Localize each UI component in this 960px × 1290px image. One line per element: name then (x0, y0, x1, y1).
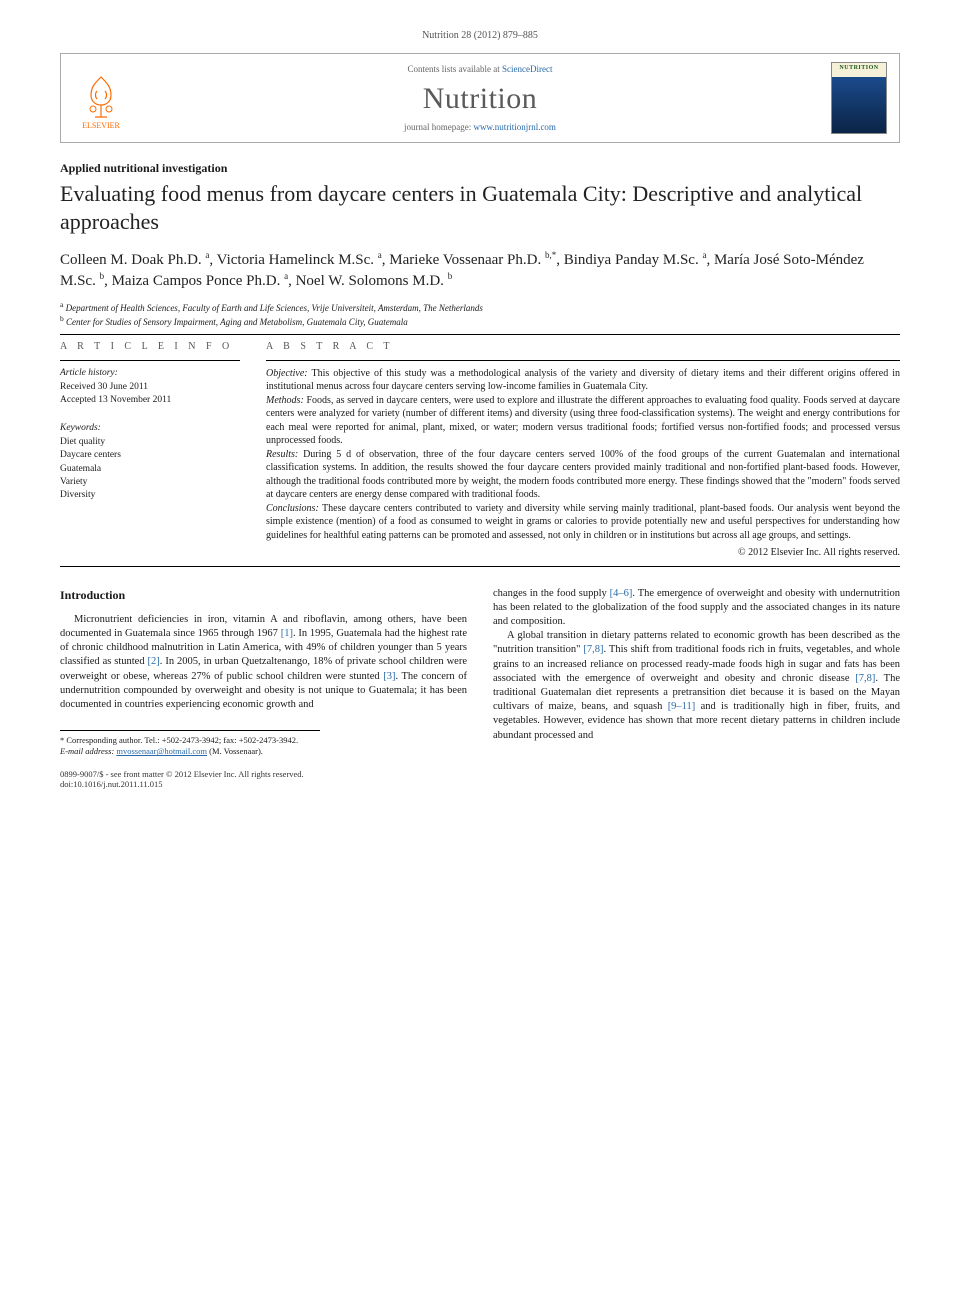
corr-email-link[interactable]: mvossenaar@hotmail.com (116, 746, 207, 756)
corr-star: * (60, 735, 64, 745)
citation-ref[interactable]: [2] (148, 656, 160, 667)
article-history: Article history: Received 30 June 2011 A… (60, 367, 240, 408)
keywords-block: Keywords: Diet qualityDaycare centersGua… (60, 422, 240, 503)
elsevier-tree-icon (77, 73, 125, 121)
abs-results: During 5 d of observation, three of the … (266, 449, 900, 501)
body-text: Introduction Micronutrient deficiencies … (60, 587, 900, 757)
homepage-prefix: journal homepage: (404, 122, 473, 132)
abs-conclusions-label: Conclusions: (266, 503, 319, 514)
history-accepted: Accepted 13 November 2011 (60, 394, 240, 407)
abs-results-label: Results: (266, 449, 298, 460)
intro-paragraph-1: Micronutrient deficiencies in iron, vita… (60, 613, 467, 712)
citation-ref[interactable]: [7,8] (855, 673, 875, 684)
intro-paragraph-1-cont: changes in the food supply [4–6]. The em… (493, 587, 900, 630)
abs-objective-label: Objective: (266, 368, 308, 379)
rule-bottom (60, 566, 900, 567)
rule-abstract (266, 360, 900, 361)
citation-ref[interactable]: [7,8] (583, 644, 603, 655)
abs-conclusions: These daycare centers contributed to var… (266, 503, 900, 541)
history-received: Received 30 June 2011 (60, 381, 240, 394)
abstract-copyright: © 2012 Elsevier Inc. All rights reserved… (266, 546, 900, 560)
cover-thumb-label: NUTRITION (832, 65, 886, 71)
intro-paragraph-2: A global transition in dietary patterns … (493, 629, 900, 742)
keyword-item: Variety (60, 476, 240, 489)
rule-info (60, 360, 240, 361)
citation-ref[interactable]: [9–11] (668, 701, 696, 712)
header-center: Contents lists available at ScienceDirec… (141, 64, 819, 132)
journal-name: Nutrition (141, 82, 819, 116)
abs-methods: Foods, as served in daycare centers, wer… (266, 395, 900, 447)
article-type: Applied nutritional investigation (60, 161, 900, 176)
corresponding-author-note: * Corresponding author. Tel.: +502-2473-… (60, 730, 320, 757)
corr-email-label: E-mail address: (60, 746, 114, 756)
homepage-link[interactable]: www.nutritionjrnl.com (474, 122, 556, 132)
citation-ref[interactable]: [4–6] (610, 588, 633, 599)
corr-email-name: (M. Vossenaar). (209, 746, 263, 756)
homepage-line: journal homepage: www.nutritionjrnl.com (141, 122, 819, 132)
abstract-text: Objective: This objective of this study … (266, 367, 900, 560)
abstract-column: A B S T R A C T Objective: This objectiv… (266, 341, 900, 560)
keyword-item: Diet quality (60, 436, 240, 449)
corr-text: Corresponding author. Tel.: +502-2473-39… (66, 735, 298, 745)
author-list: Colleen M. Doak Ph.D. a, Victoria Hameli… (60, 249, 900, 292)
elsevier-logo: ELSEVIER (73, 66, 129, 130)
footer-doi: doi:10.1016/j.nut.2011.11.015 (60, 779, 304, 789)
footer-left: 0899-9007/$ - see front matter © 2012 El… (60, 769, 304, 789)
sciencedirect-link[interactable]: ScienceDirect (502, 64, 552, 74)
introduction-heading: Introduction (60, 587, 467, 603)
abstract-label: A B S T R A C T (266, 341, 900, 352)
page-footer: 0899-9007/$ - see front matter © 2012 El… (60, 769, 900, 789)
article-info-label: A R T I C L E I N F O (60, 341, 240, 352)
keyword-item: Diversity (60, 489, 240, 502)
journal-cover-thumbnail: NUTRITION (831, 62, 887, 134)
footer-copyright-line: 0899-9007/$ - see front matter © 2012 El… (60, 769, 304, 779)
citation-ref[interactable]: [3] (383, 671, 395, 682)
article-info-column: A R T I C L E I N F O Article history: R… (60, 341, 240, 560)
abs-objective: This objective of this study was a metho… (266, 368, 900, 393)
keywords-list: Diet qualityDaycare centersGuatemalaVari… (60, 436, 240, 502)
rule-top (60, 334, 900, 335)
abs-methods-label: Methods: (266, 395, 304, 406)
keyword-item: Guatemala (60, 463, 240, 476)
history-heading: Article history: (60, 367, 240, 380)
contents-prefix: Contents lists available at (408, 64, 502, 74)
elsevier-wordmark: ELSEVIER (82, 121, 120, 130)
article-title: Evaluating food menus from daycare cente… (60, 180, 900, 235)
keyword-item: Daycare centers (60, 449, 240, 462)
running-head-citation: Nutrition 28 (2012) 879–885 (60, 30, 900, 41)
keywords-heading: Keywords: (60, 422, 240, 435)
citation-ref[interactable]: [1] (281, 628, 293, 639)
journal-header-box: ELSEVIER Contents lists available at Sci… (60, 53, 900, 143)
contents-available-line: Contents lists available at ScienceDirec… (141, 64, 819, 74)
affiliations: a Department of Health Sciences, Faculty… (60, 300, 900, 328)
